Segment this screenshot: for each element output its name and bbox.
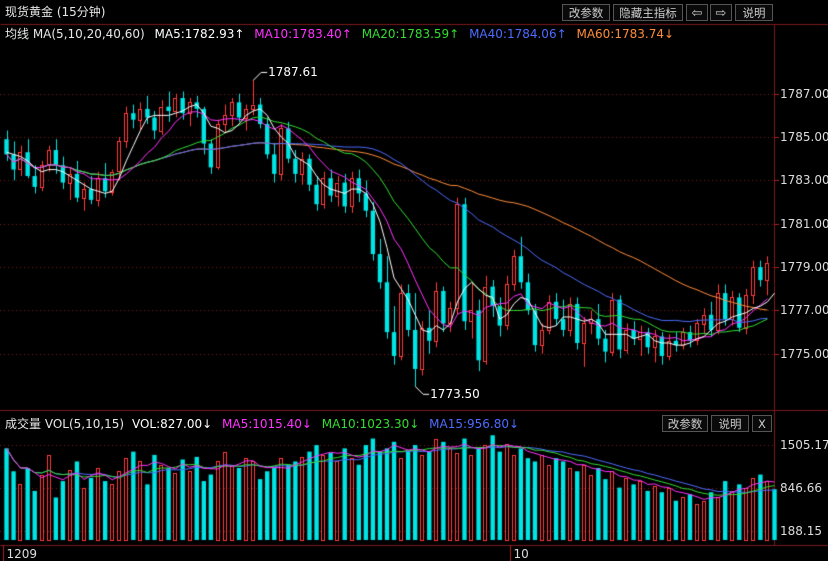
- price-tick-label: 1783.00: [780, 173, 828, 188]
- volume-legend-label: 成交量 VOL(5,10,15): [5, 417, 125, 431]
- ma60-value: MA60:1783.74↓: [576, 27, 675, 41]
- price-tick-label: 1777.00: [780, 303, 828, 318]
- vol-ma15-value: MA15:956.80↓: [429, 417, 520, 431]
- volume-tick-label: 1505.17: [780, 437, 828, 452]
- help-button[interactable]: 说明: [735, 4, 773, 21]
- ma40-value: MA40:1784.06↑: [469, 27, 567, 41]
- next-arrow-button[interactable]: ⇨: [710, 4, 732, 21]
- ma20-value: MA20:1783.59↑: [361, 27, 460, 41]
- ma-legend-label: 均线 MA(5,10,20,40,60): [5, 27, 145, 41]
- time-tick-label: 10: [513, 547, 529, 561]
- prev-arrow-button[interactable]: ⇦: [686, 4, 708, 21]
- ma-legend: 均线 MA(5,10,20,40,60) MA5:1782.93↑ MA10:1…: [5, 27, 674, 41]
- low-price-annotation: 1773.50: [430, 387, 480, 402]
- volume-tick-label: 846.66: [780, 480, 822, 495]
- ma10-value: MA10:1783.40↑: [254, 27, 352, 41]
- price-tick-label: 1775.00: [780, 346, 828, 361]
- ma5-value: MA5:1782.93↑: [154, 27, 245, 41]
- vol-ma5-value: MA5:1015.40↓: [222, 417, 312, 431]
- volume-modify-params-button[interactable]: 改参数: [662, 415, 708, 432]
- modify-params-button[interactable]: 改参数: [562, 4, 610, 21]
- window-title: 现货黄金 (15分钟): [5, 5, 106, 19]
- volume-close-button[interactable]: X: [752, 415, 772, 432]
- volume-tick-label: 188.15: [780, 523, 822, 538]
- price-tick-label: 1781.00: [780, 216, 828, 231]
- price-tick-label: 1779.00: [780, 260, 828, 275]
- high-price-annotation: 1787.61: [268, 65, 318, 80]
- hide-main-indicator-button[interactable]: 隐藏主指标: [613, 4, 683, 21]
- price-tick-label: 1785.00: [780, 130, 828, 145]
- time-tick-label: 1209: [6, 547, 38, 561]
- volume-legend: 成交量 VOL(5,10,15) VOL:827.00↓ MA5:1015.40…: [5, 417, 519, 431]
- volume-help-button[interactable]: 说明: [711, 415, 749, 432]
- price-tick-label: 1787.00: [780, 86, 828, 101]
- vol-value: VOL:827.00↓: [131, 417, 213, 431]
- vol-ma10-value: MA10:1023.30↓: [321, 417, 420, 431]
